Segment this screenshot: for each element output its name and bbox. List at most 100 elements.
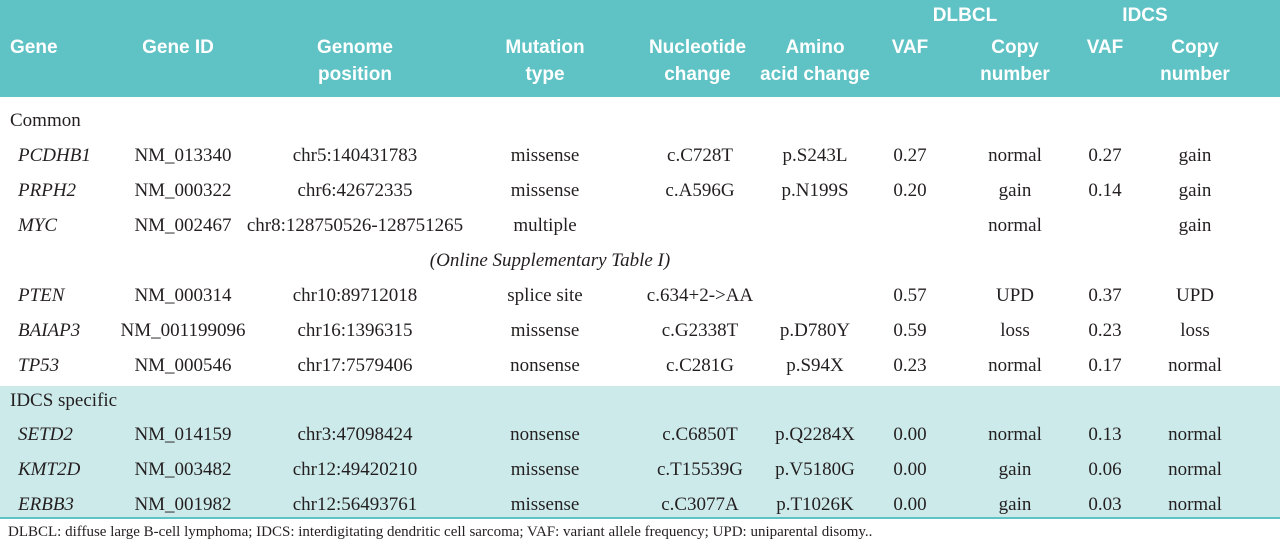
cell-nucleotide: c.634+2->AA [646, 285, 754, 306]
cell-gene: PRPH2 [18, 180, 77, 201]
cell-copy-i: gain [1178, 180, 1212, 201]
cell-copy-d: normal [988, 355, 1042, 376]
cell-gene: PCDHB1 [18, 145, 91, 166]
header-nucleotide-line2: change [664, 64, 731, 85]
table-header: DLBCL IDCS Gene Gene ID Genome position … [0, 0, 1280, 95]
cell-copy-i: normal [1168, 355, 1222, 376]
cell-gene-id: NM_000314 [134, 285, 232, 306]
table-row: KMT2D NM_003482 chr12:49420210 missense c.T1… [0, 452, 1280, 487]
header-mutation-type-line1: Mutation [505, 37, 585, 58]
cell-gene-id: NM_014159 [134, 424, 232, 445]
cell-mutation: missense [510, 459, 580, 480]
cell-gene: BAIAP3 [18, 320, 81, 341]
cell-amino: p.V5180G [775, 459, 855, 480]
cell-copy-d: UPD [995, 285, 1034, 306]
cell-nucleotide: c.C728T [667, 145, 733, 166]
cell-vaf-i: 0.17 [1088, 355, 1122, 376]
cell-gene: TP53 [18, 355, 60, 376]
header-amino-line2: acid change [760, 64, 870, 85]
cell-copy-d: normal [988, 424, 1042, 445]
cell-mutation: multiple [513, 215, 577, 236]
table-bottom-rule [0, 517, 1280, 519]
header-gene: Gene [10, 37, 58, 58]
cell-vaf-d: 0.00 [893, 494, 927, 515]
cell-copy-i: loss [1180, 320, 1210, 341]
cell-position: chr5:140431783 [292, 145, 418, 166]
cell-position: chr8:128750526-128751265 [246, 215, 464, 236]
cell-copy-d: loss [1000, 320, 1030, 341]
cell-gene-id: NM_013340 [134, 145, 232, 166]
cell-mutation: missense [510, 145, 580, 166]
cell-vaf-i: 0.27 [1088, 145, 1122, 166]
cell-position: chr3:47098424 [297, 424, 413, 445]
cell-vaf-i [1065, 208, 1145, 243]
cell-position: chr17:7579406 [297, 355, 413, 376]
header-divider [0, 95, 1280, 97]
cell-amino [755, 278, 875, 313]
cell-amino: p.D780Y [779, 320, 851, 341]
table-row: PCDHB1 NM_013340 chr5:140431783 missense c.C… [0, 138, 1280, 173]
cell-copy-i: gain [1178, 215, 1212, 236]
cell-vaf-i: 0.37 [1088, 285, 1122, 306]
cell-vaf-d: 0.23 [893, 355, 927, 376]
cell-copy-i: normal [1168, 459, 1222, 480]
cell-vaf-d: 0.20 [893, 180, 927, 201]
header-genome-position-line2: position [318, 64, 392, 85]
cell-mutation: splice site [507, 285, 583, 306]
cell-vaf-d: 0.27 [893, 145, 927, 166]
cell-amino: p.T1026K [776, 494, 854, 515]
cell-gene-id: NM_002467 [134, 215, 232, 236]
header-group-idcs: IDCS [1122, 5, 1168, 26]
header-vaf-idcs: VAF [1086, 37, 1124, 58]
cell-copy-i: normal [1168, 494, 1222, 515]
section-label: Common [10, 110, 81, 131]
cell-gene: KMT2D [18, 459, 81, 480]
cell-gene: ERBB3 [18, 494, 74, 515]
cell-nucleotide: c.C281G [665, 355, 735, 376]
table-row: PTEN NM_000314 chr10:89712018 splice site c.… [0, 278, 1280, 313]
cell-vaf-i: 0.06 [1088, 459, 1122, 480]
cell-nucleotide: c.T15539G [656, 459, 743, 480]
table-row: PRPH2 NM_000322 chr6:42672335 missense c.A59… [0, 173, 1280, 208]
cell-nucleotide: c.G2338T [661, 320, 739, 341]
cell-copy-i: gain [1178, 145, 1212, 166]
header-copy-dlbcl-line2: number [980, 64, 1050, 85]
cell-gene: SETD2 [18, 424, 73, 445]
cell-position: chr6:42672335 [297, 180, 413, 201]
cell-vaf-i: 0.23 [1088, 320, 1122, 341]
cell-vaf-i: 0.13 [1088, 424, 1122, 445]
header-vaf-dlbcl: VAF [891, 37, 929, 58]
cell-copy-i: normal [1168, 424, 1222, 445]
cell-position: chr16:1396315 [297, 320, 413, 341]
section-common: Common [0, 106, 1280, 136]
header-mutation-type-line2: type [525, 64, 565, 85]
cell-gene-id: NM_001982 [134, 494, 232, 515]
cell-copy-d: gain [998, 180, 1032, 201]
cell-copy-i: UPD [1175, 285, 1214, 306]
cell-copy-d: normal [988, 145, 1042, 166]
header-copy-idcs-line2: number [1160, 64, 1230, 85]
cell-vaf-i: 0.14 [1088, 180, 1122, 201]
cell-amino: p.S243L [782, 145, 848, 166]
cell-nucleotide: c.A596G [665, 180, 735, 201]
cell-position: chr12:56493761 [292, 494, 418, 515]
cell-mutation: missense [510, 180, 580, 201]
table-row: TP53 NM_000546 chr17:7579406 nonsense c.C281… [0, 348, 1280, 383]
idcs-specific-background [0, 386, 1280, 517]
cell-vaf-d: 0.00 [893, 424, 927, 445]
cell-copy-d: normal [988, 215, 1042, 236]
header-group-dlbcl: DLBCL [932, 5, 998, 26]
cell-amino [755, 208, 875, 243]
cell-amino: p.N199S [781, 180, 849, 201]
cell-vaf-d: 0.59 [893, 320, 927, 341]
cell-nucleotide: c.C3077A [661, 494, 739, 515]
header-genome-position-line1: Genome [316, 37, 394, 58]
cell-mutation: nonsense [510, 355, 580, 376]
section-idcs-specific: IDCS specific [0, 386, 1280, 416]
cell-mutation: missense [510, 320, 580, 341]
cell-copy-d: gain [998, 494, 1032, 515]
header-amino-line1: Amino [785, 37, 845, 58]
cell-gene: MYC [18, 215, 58, 236]
cell-copy-d: gain [998, 459, 1032, 480]
cell-position: chr12:49420210 [292, 459, 418, 480]
